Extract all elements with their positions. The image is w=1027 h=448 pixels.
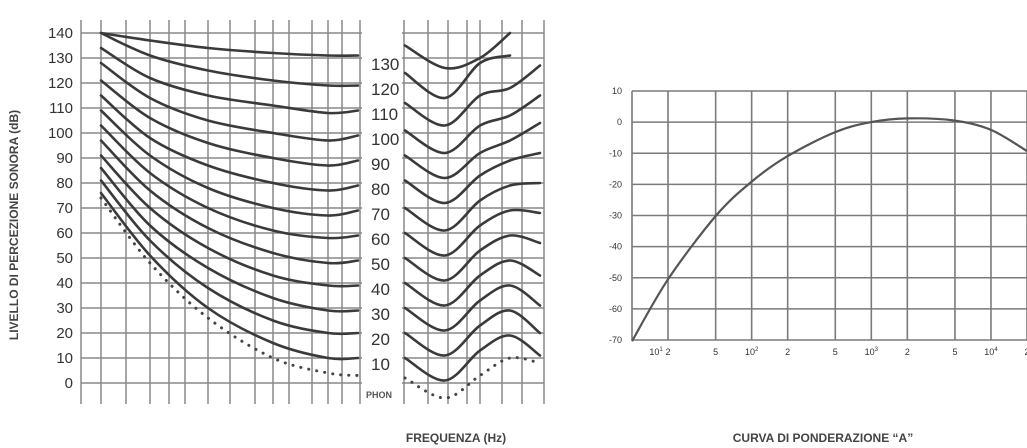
phon-label: 40 [371, 280, 390, 299]
phon-label: 130 [371, 55, 399, 74]
phon-curve-50-left [99, 139, 360, 265]
phon-curve-70-left [99, 109, 360, 217]
y-tick-label: 100 [48, 125, 73, 142]
phon-curve-70-right [403, 181, 542, 232]
y-tick-label: -30 [609, 211, 622, 221]
phon-curve-110-right [403, 64, 542, 127]
x-tick-label: 5 [713, 347, 718, 357]
y-tick-label: 120 [48, 75, 73, 92]
phon-label: 90 [371, 155, 390, 174]
y-tick-label: -40 [609, 242, 622, 252]
x-tick-label: 101 [649, 347, 663, 357]
phon-label: 30 [371, 305, 390, 324]
y-tick-label: 20 [56, 325, 73, 342]
x-tick-label: 2 [905, 347, 910, 357]
phon-curve-20-left [99, 179, 360, 336]
x-tick-label: 5 [952, 347, 957, 357]
phon-curve-30-right [403, 284, 542, 332]
phon-curve-0-left [99, 196, 360, 377]
y-tick-label: 140 [48, 25, 73, 42]
y-tick-label: -50 [609, 273, 622, 283]
a-weighting-title: CURVA DI PONDERAZIONE “A” [733, 431, 913, 445]
phon-curve-90-left [99, 79, 360, 167]
phon-labels: 130 120 110 100 90 80 70 60 50 40 30 20 10 [371, 55, 399, 374]
y-tick-label: 50 [56, 250, 73, 267]
x-tick-label: 102 [745, 347, 759, 357]
y-tick-label: -70 [609, 335, 622, 345]
phon-label: 20 [371, 330, 390, 349]
phon-label: 80 [371, 180, 390, 199]
phon-label: 120 [371, 80, 399, 99]
y-tick-label: 110 [49, 100, 73, 117]
phon-label: 50 [371, 255, 390, 274]
y-tick-label: 0 [65, 375, 73, 392]
phon-curve-60-left [99, 124, 360, 240]
y-tick-label: 70 [56, 200, 73, 217]
y-tick-label: 10 [56, 350, 73, 367]
a-weighting-chart: 100-10-20-30-40-50-60-70 101 2 5 102 2 5 103 2 5… [609, 86, 1027, 445]
y-tick-label: -20 [609, 179, 622, 189]
a-weighting-x-ticks: 1012510225103251042 [649, 347, 1027, 357]
phon-curve-110-left [99, 46, 360, 115]
y-tick-label: 0 [617, 117, 622, 127]
phon-curve-0-right [403, 356, 542, 400]
y-tick-label: 130 [48, 50, 73, 67]
a-weighting-curve [631, 117, 1027, 342]
phon-label: 110 [371, 105, 398, 124]
phon-label: 100 [371, 130, 399, 149]
phon-curve-80-right [403, 151, 542, 205]
phon-curve-100-right [403, 94, 542, 155]
x-tick-label: 5 [833, 347, 838, 357]
phon-curve-90-right [403, 121, 542, 180]
phon-curve-120-left [99, 31, 360, 88]
equal-loudness-curves [99, 31, 542, 400]
a-weighting-grid [631, 90, 1027, 341]
phon-curve-80-left [99, 94, 360, 192]
phon-curve-10-right [403, 334, 542, 382]
y-tick-label: -60 [609, 304, 622, 314]
phon-curve-130-left [99, 31, 360, 57]
y-tick-label: -10 [609, 148, 622, 158]
x-tick-label: 2 [1024, 347, 1027, 357]
phon-label: 10 [371, 355, 390, 374]
phon-curve-60-right [403, 208, 542, 257]
x-tick-label: 2 [785, 347, 790, 357]
phon-curve-40-right [403, 259, 542, 307]
y-tick-label: 40 [56, 275, 73, 292]
phon-unit-label: PHON [366, 390, 392, 400]
x-tick-label: 104 [984, 347, 998, 357]
y-tick-label: 60 [56, 225, 73, 242]
phon-label: 70 [371, 205, 390, 224]
phon-curve-20-right [403, 309, 542, 357]
phon-curve-120-right [403, 54, 512, 100]
phon-curve-100-left [99, 61, 360, 142]
phon-curve-130-right [403, 31, 512, 70]
y-tick-label: 80 [56, 175, 73, 192]
phon-label: 60 [371, 230, 390, 249]
phon-curve-30-left [99, 166, 360, 313]
y-axis-title: LIVELLO DI PERCEZIONE SONORA (dB) [7, 110, 21, 340]
phon-curve-40-left [99, 154, 360, 288]
y-tick-label: 90 [56, 150, 73, 167]
a-weighting-y-ticks: 10 0 -10 -20 -30 -40 -50 -60 -70 [609, 86, 622, 345]
y-tick-label: 10 [612, 86, 622, 96]
x-axis-title: FREQUENZA (Hz) [406, 431, 506, 445]
y-tick-label: 30 [56, 300, 73, 317]
phon-curve-10-left [99, 191, 360, 361]
x-tick-label: 103 [865, 347, 879, 357]
x-tick-label: 2 [666, 347, 671, 357]
phon-curve-50-right [403, 234, 542, 282]
